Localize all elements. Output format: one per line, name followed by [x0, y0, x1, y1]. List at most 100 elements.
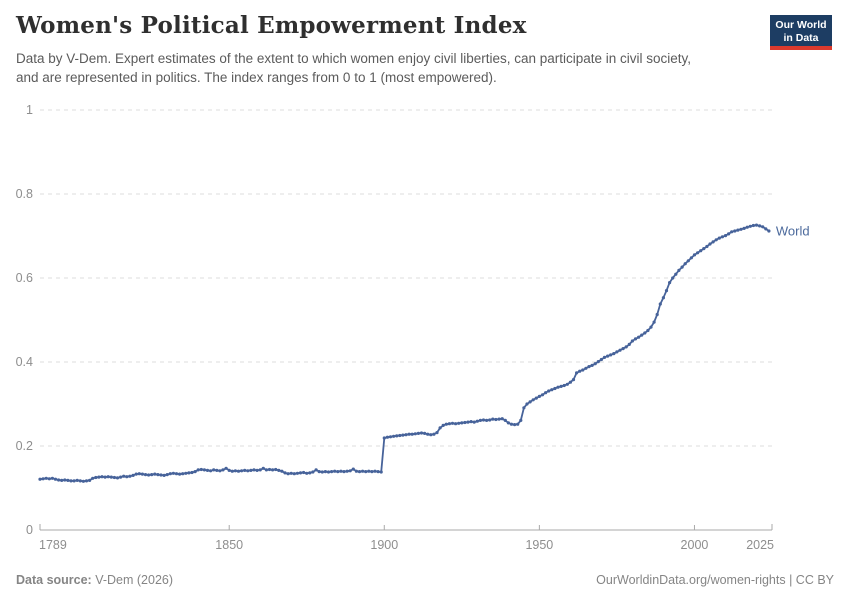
data-point[interactable] — [423, 431, 427, 435]
data-point[interactable] — [295, 471, 299, 475]
data-point[interactable] — [708, 242, 712, 246]
data-point[interactable] — [441, 423, 445, 427]
data-point[interactable] — [537, 394, 542, 398]
data-point[interactable] — [233, 469, 237, 473]
data-point[interactable] — [240, 469, 244, 473]
data-point[interactable] — [438, 426, 442, 430]
data-point[interactable] — [720, 235, 725, 239]
data-point[interactable] — [230, 469, 234, 473]
data-point[interactable] — [320, 470, 324, 474]
data-point[interactable] — [115, 476, 120, 480]
data-point[interactable] — [723, 234, 728, 238]
data-point[interactable] — [314, 468, 318, 472]
data-point[interactable] — [264, 468, 268, 472]
data-point[interactable] — [47, 477, 51, 481]
data-point[interactable] — [258, 468, 262, 472]
data-point[interactable] — [674, 272, 678, 276]
data-point[interactable] — [63, 478, 67, 482]
data-point[interactable] — [419, 431, 424, 435]
data-point[interactable] — [298, 471, 303, 475]
data-point[interactable] — [125, 475, 129, 479]
data-point[interactable] — [174, 472, 179, 476]
data-point[interactable] — [689, 256, 694, 260]
data-point[interactable] — [447, 422, 451, 426]
data-point[interactable] — [509, 422, 514, 426]
data-point[interactable] — [128, 474, 132, 478]
data-point[interactable] — [494, 417, 498, 422]
data-point[interactable] — [531, 398, 535, 402]
data-point[interactable] — [199, 467, 203, 472]
data-point[interactable] — [267, 467, 272, 472]
data-point[interactable] — [153, 472, 157, 476]
data-point[interactable] — [649, 325, 653, 329]
data-point[interactable] — [401, 433, 405, 437]
data-point[interactable] — [367, 469, 371, 473]
data-point[interactable] — [637, 335, 641, 339]
data-point[interactable] — [751, 223, 756, 228]
data-point[interactable] — [100, 475, 104, 479]
data-point[interactable] — [475, 419, 479, 423]
data-point[interactable] — [500, 417, 504, 421]
data-point[interactable] — [60, 478, 64, 482]
data-point[interactable] — [140, 472, 144, 476]
data-point[interactable] — [748, 224, 752, 228]
data-point[interactable] — [668, 281, 672, 285]
data-point[interactable] — [72, 479, 76, 483]
data-point[interactable] — [627, 342, 631, 346]
data-point[interactable] — [305, 471, 309, 475]
data-point[interactable] — [370, 470, 374, 474]
data-point[interactable] — [261, 466, 265, 470]
data-point[interactable] — [156, 473, 160, 477]
data-point[interactable] — [413, 432, 417, 436]
data-point[interactable] — [345, 469, 349, 473]
data-point[interactable] — [373, 469, 377, 473]
data-point[interactable] — [137, 472, 141, 476]
data-point[interactable] — [385, 435, 389, 439]
data-point[interactable] — [609, 353, 613, 357]
data-point[interactable] — [621, 347, 625, 351]
data-point[interactable] — [491, 417, 495, 421]
data-point[interactable] — [444, 422, 448, 426]
data-point[interactable] — [81, 479, 85, 483]
data-point[interactable] — [680, 265, 684, 269]
footer-link[interactable]: OurWorldinData.org/women-rights | CC BY — [596, 573, 834, 587]
data-point[interactable] — [742, 226, 746, 230]
data-point[interactable] — [357, 470, 362, 474]
data-point[interactable] — [640, 333, 644, 337]
data-point[interactable] — [481, 418, 486, 422]
data-point[interactable] — [165, 473, 169, 477]
data-point[interactable] — [181, 472, 185, 476]
data-point[interactable] — [661, 296, 666, 300]
data-point[interactable] — [457, 421, 461, 425]
data-point[interactable] — [283, 471, 287, 475]
data-point[interactable] — [271, 468, 275, 472]
data-point[interactable] — [221, 468, 225, 472]
data-point[interactable] — [330, 470, 334, 474]
data-point[interactable] — [758, 224, 762, 228]
data-point[interactable] — [547, 389, 551, 393]
data-point[interactable] — [745, 225, 749, 229]
data-point[interactable] — [516, 422, 520, 426]
data-point[interactable] — [286, 472, 290, 476]
data-point[interactable] — [736, 228, 740, 232]
data-point[interactable] — [379, 470, 383, 474]
data-point[interactable] — [469, 420, 473, 424]
data-point[interactable] — [606, 354, 610, 358]
data-point[interactable] — [103, 475, 107, 479]
data-point[interactable] — [57, 478, 61, 482]
data-point[interactable] — [395, 434, 399, 438]
data-point[interactable] — [249, 468, 253, 472]
data-point[interactable] — [44, 476, 48, 480]
data-point[interactable] — [578, 369, 582, 373]
data-point[interactable] — [50, 476, 55, 480]
data-point[interactable] — [407, 432, 411, 436]
data-point[interactable] — [75, 478, 79, 482]
data-point[interactable] — [686, 259, 690, 263]
data-point[interactable] — [571, 378, 576, 382]
data-point[interactable] — [454, 422, 458, 426]
data-point[interactable] — [633, 337, 638, 341]
data-point[interactable] — [364, 470, 368, 474]
data-point[interactable] — [78, 479, 82, 483]
data-point[interactable] — [218, 469, 222, 473]
data-point[interactable] — [503, 418, 507, 422]
